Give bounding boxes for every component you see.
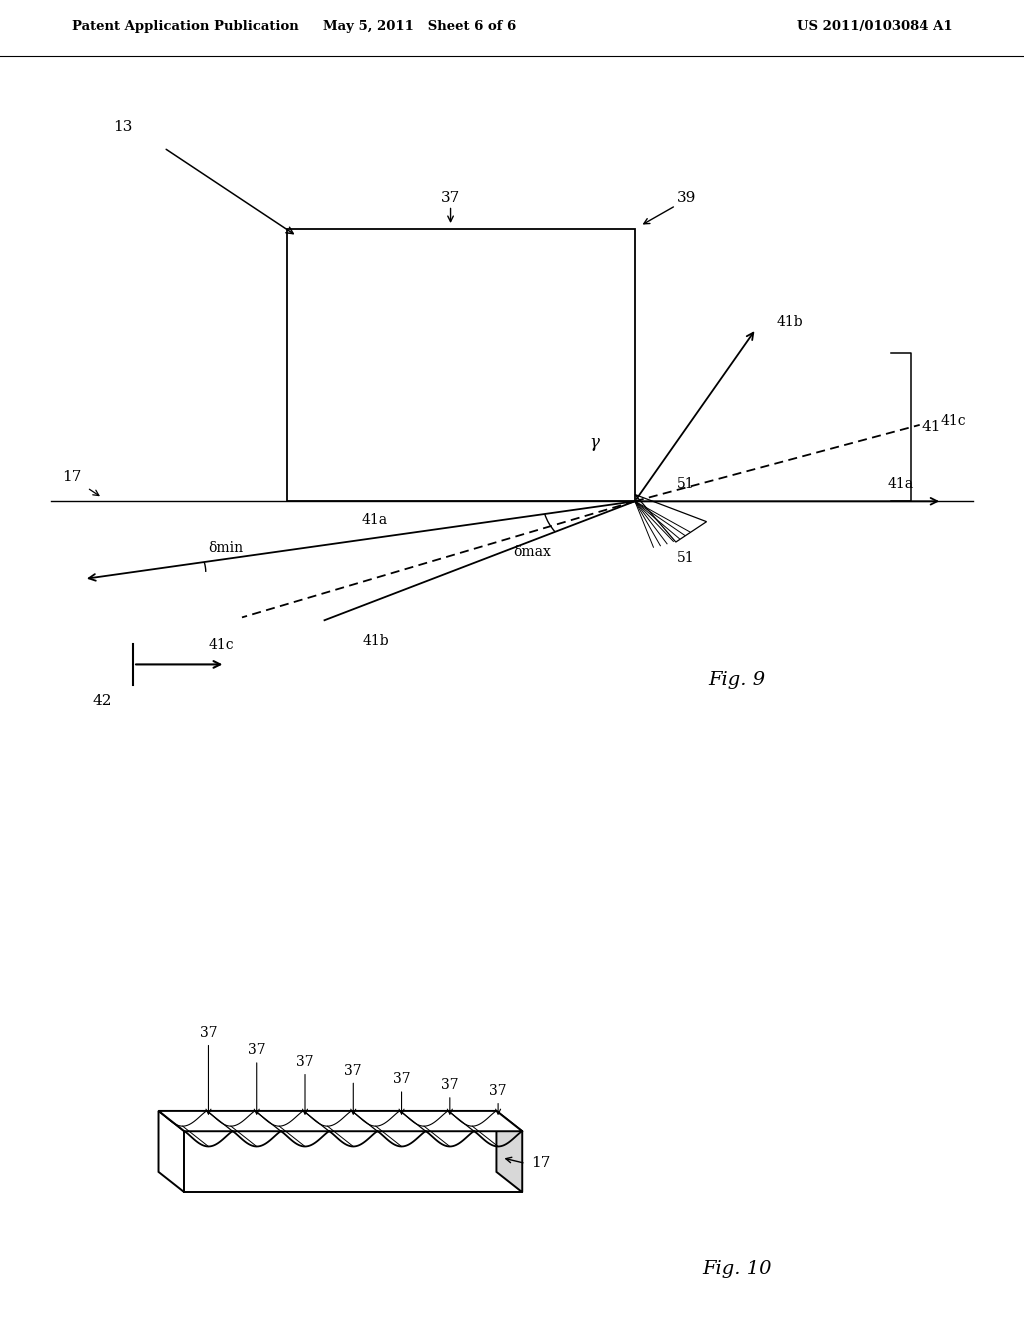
Polygon shape bbox=[159, 1111, 184, 1192]
Text: 37: 37 bbox=[393, 1072, 411, 1086]
Text: 41a: 41a bbox=[361, 513, 388, 528]
Text: 17: 17 bbox=[530, 1156, 550, 1171]
Text: 37: 37 bbox=[344, 1064, 362, 1077]
Text: 42: 42 bbox=[92, 694, 113, 709]
Text: May 5, 2011   Sheet 6 of 6: May 5, 2011 Sheet 6 of 6 bbox=[324, 20, 516, 33]
Text: 37: 37 bbox=[200, 1026, 217, 1040]
Text: 37: 37 bbox=[441, 1078, 459, 1092]
Text: 17: 17 bbox=[62, 470, 81, 484]
Text: 37: 37 bbox=[441, 191, 460, 205]
Text: 41a: 41a bbox=[888, 478, 914, 491]
Text: γ: γ bbox=[589, 434, 599, 451]
Text: 51: 51 bbox=[677, 477, 695, 491]
Polygon shape bbox=[497, 1111, 522, 1192]
Text: 41b: 41b bbox=[362, 634, 389, 648]
Text: 37: 37 bbox=[489, 1084, 507, 1098]
Text: δmax: δmax bbox=[514, 545, 551, 558]
Text: Fig. 9: Fig. 9 bbox=[709, 671, 766, 689]
Polygon shape bbox=[184, 1131, 522, 1192]
Text: Fig. 10: Fig. 10 bbox=[702, 1259, 772, 1278]
Text: 41c: 41c bbox=[209, 638, 234, 652]
Text: 41: 41 bbox=[922, 420, 941, 434]
Text: 37: 37 bbox=[248, 1043, 265, 1057]
Text: 37: 37 bbox=[296, 1055, 313, 1069]
Text: US 2011/0103084 A1: US 2011/0103084 A1 bbox=[797, 20, 952, 33]
Text: δmin: δmin bbox=[209, 541, 244, 554]
Polygon shape bbox=[159, 1111, 522, 1131]
Text: Patent Application Publication: Patent Application Publication bbox=[72, 20, 298, 33]
Text: 13: 13 bbox=[114, 120, 132, 135]
Text: 39: 39 bbox=[677, 191, 695, 205]
Text: 41c: 41c bbox=[940, 414, 966, 429]
Text: 41b: 41b bbox=[776, 315, 803, 329]
Text: 51: 51 bbox=[677, 552, 695, 565]
